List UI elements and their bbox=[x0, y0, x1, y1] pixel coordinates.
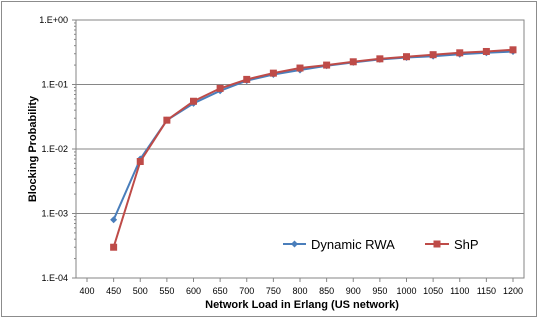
y-tick-label: 1.E-03 bbox=[41, 209, 68, 219]
y-tick-label: 1.E-02 bbox=[41, 144, 68, 154]
data-point-shp bbox=[323, 61, 331, 69]
x-tick-label: 1000 bbox=[396, 286, 416, 296]
data-point-shp bbox=[243, 75, 251, 83]
data-point-shp bbox=[509, 46, 517, 54]
legend-label-shp: ShP bbox=[454, 237, 479, 252]
x-tick-label: 850 bbox=[319, 286, 334, 296]
x-tick-label: 1200 bbox=[503, 286, 523, 296]
data-point-shp bbox=[296, 64, 304, 72]
legend-marker-dynamic-rwa bbox=[291, 240, 298, 248]
x-tick-label: 800 bbox=[292, 286, 307, 296]
x-tick-label: 900 bbox=[346, 286, 361, 296]
data-point-shp bbox=[403, 53, 410, 61]
legend: Dynamic RWA ShP bbox=[283, 237, 479, 252]
x-tick-label: 650 bbox=[213, 286, 228, 296]
x-tick-label: 450 bbox=[106, 286, 121, 296]
data-point-shp bbox=[216, 84, 224, 92]
data-point-shp bbox=[190, 97, 197, 105]
series-line-shp bbox=[112, 48, 514, 248]
x-tick-label: 500 bbox=[133, 286, 148, 296]
x-axis-title: Network Load in Erlang (US network) bbox=[205, 299, 399, 311]
data-point-shp bbox=[456, 49, 464, 57]
legend-label-dynamic-rwa: Dynamic RWA bbox=[311, 237, 395, 252]
data-point-shp bbox=[429, 51, 437, 59]
data-point-shp bbox=[163, 116, 171, 124]
x-tick-label: 750 bbox=[266, 286, 281, 296]
series bbox=[110, 46, 517, 251]
x-tick-label: 1050 bbox=[423, 286, 443, 296]
data-point-shp bbox=[136, 158, 144, 166]
y-tick-label: 1.E+00 bbox=[39, 15, 68, 25]
x-tick-label: 1150 bbox=[477, 286, 496, 296]
y-tick-label: 1.E-04 bbox=[41, 273, 68, 283]
x-tick-label: 600 bbox=[186, 286, 201, 296]
x-tick-label: 700 bbox=[239, 286, 254, 296]
axis-ticks: 1.E+00 1.E-01 1.E-02 1.E-03 1.E-04 400 450 500 5… bbox=[39, 15, 523, 296]
x-tick-label: 950 bbox=[372, 286, 387, 296]
x-tick-label: 400 bbox=[79, 286, 94, 296]
data-point-shp bbox=[376, 55, 384, 63]
y-tick-label: 1.E-01 bbox=[41, 80, 68, 90]
x-tick-label: 550 bbox=[159, 286, 174, 296]
legend-marker-shp bbox=[433, 240, 441, 248]
data-point-shp bbox=[110, 243, 118, 251]
data-point-shp bbox=[482, 47, 490, 55]
data-point-shp bbox=[349, 58, 357, 66]
series-shp bbox=[110, 46, 517, 251]
data-point-shp bbox=[269, 69, 277, 77]
y-axis-title: Blocking Probability bbox=[27, 95, 39, 202]
data-point-dynamic-rwa bbox=[110, 216, 118, 224]
x-tick-label: 1100 bbox=[450, 286, 469, 296]
gridlines bbox=[76, 84, 524, 214]
